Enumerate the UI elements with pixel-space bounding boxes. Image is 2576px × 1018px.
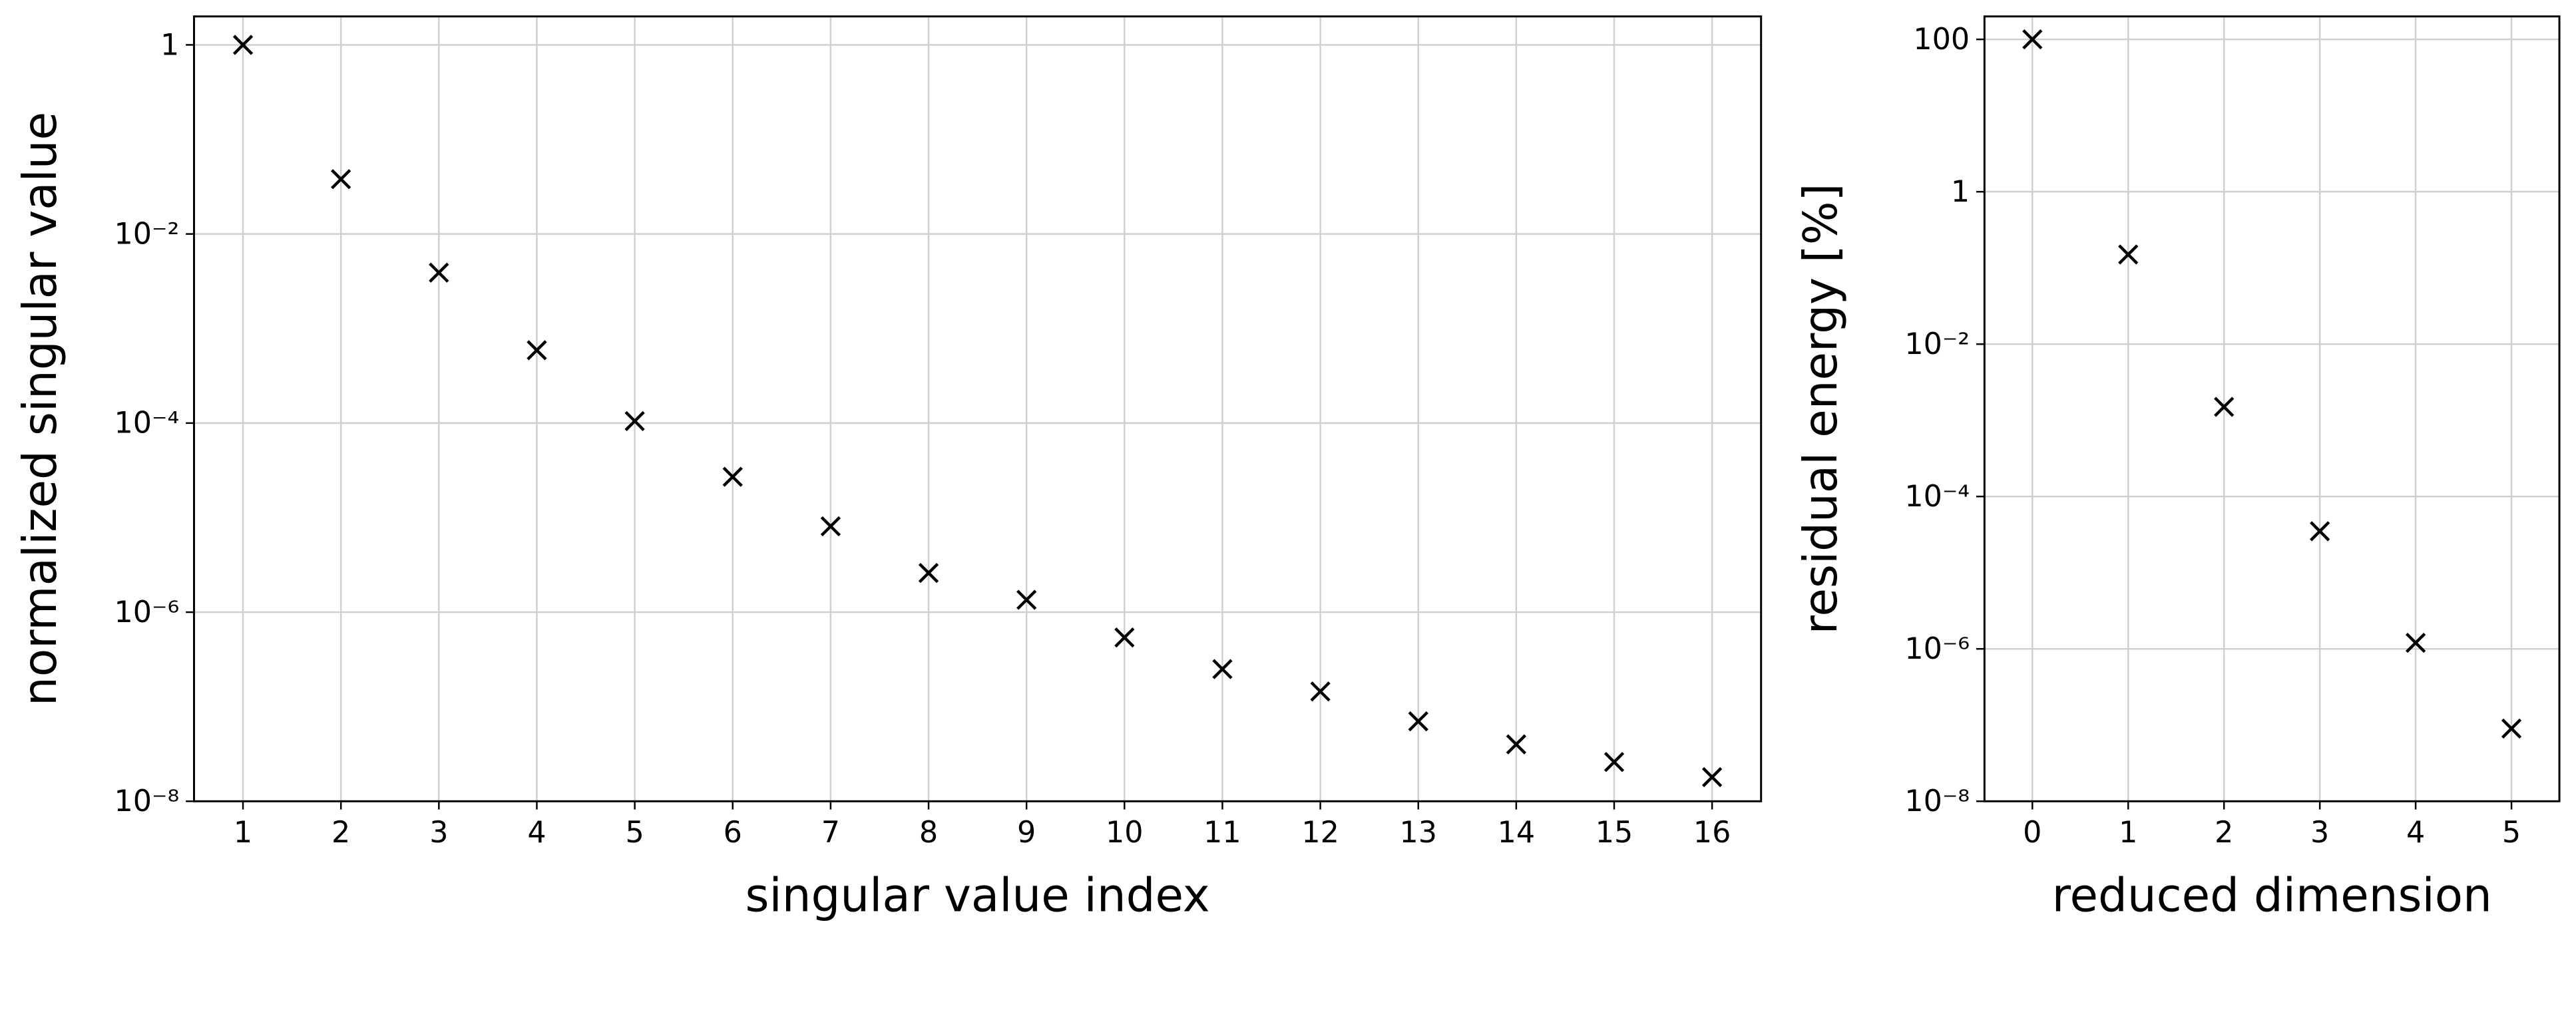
y-tick-label: 10⁻⁶ bbox=[1904, 632, 1970, 666]
marker bbox=[527, 340, 547, 361]
x-tick-label: 10 bbox=[1106, 816, 1144, 850]
y-tick-label: 1 bbox=[160, 28, 179, 62]
marker bbox=[232, 35, 254, 55]
x-tick-label: 4 bbox=[2406, 816, 2425, 850]
x-tick-label: 5 bbox=[625, 816, 644, 850]
x-axis-label: reduced dimension bbox=[2052, 870, 2492, 923]
x-tick-label: 6 bbox=[724, 816, 742, 850]
marker bbox=[2214, 397, 2235, 417]
x-tick-label: 15 bbox=[1596, 816, 1633, 850]
marker bbox=[1408, 711, 1428, 732]
marker bbox=[918, 562, 939, 584]
plot-frame bbox=[1983, 15, 2561, 802]
x-tick-label: 5 bbox=[2502, 816, 2521, 850]
x-tick-label: 14 bbox=[1498, 816, 1536, 850]
marker bbox=[429, 262, 449, 283]
plot-frame bbox=[193, 15, 1763, 802]
x-tick-label: 2 bbox=[331, 816, 350, 850]
x-tick-label: 1 bbox=[2119, 816, 2137, 850]
y-tick-label: 10⁻⁶ bbox=[114, 595, 180, 629]
x-tick-label: 7 bbox=[821, 816, 840, 850]
x-tick-label: 0 bbox=[2023, 816, 2041, 850]
marker bbox=[820, 516, 841, 537]
marker bbox=[1506, 734, 1527, 755]
x-tick-label: 4 bbox=[527, 816, 546, 850]
marker bbox=[1114, 627, 1135, 648]
marker bbox=[722, 466, 743, 487]
y-tick-label: 1 bbox=[1951, 175, 1970, 209]
marker bbox=[2405, 633, 2426, 653]
x-tick-label: 11 bbox=[1203, 816, 1241, 850]
y-tick-label: 10⁻⁴ bbox=[1904, 480, 1970, 514]
marker bbox=[2118, 244, 2139, 265]
x-axis-label: singular value index bbox=[746, 870, 1210, 923]
x-tick-label: 12 bbox=[1301, 816, 1339, 850]
marker bbox=[624, 411, 645, 431]
marker bbox=[1702, 766, 1723, 788]
marker bbox=[2501, 718, 2522, 739]
y-tick-label: 10⁻⁸ bbox=[1904, 784, 1970, 818]
marker bbox=[1604, 752, 1625, 772]
y-tick-label: 10⁻² bbox=[1904, 327, 1970, 361]
x-tick-label: 8 bbox=[919, 816, 938, 850]
y-axis-label: normalized singular value bbox=[14, 112, 67, 706]
y-tick-label: 10⁻⁸ bbox=[114, 784, 180, 818]
y-tick-label: 100 bbox=[1913, 23, 1970, 57]
marker bbox=[1310, 681, 1331, 702]
marker bbox=[331, 169, 351, 190]
x-tick-label: 9 bbox=[1017, 816, 1036, 850]
marker bbox=[1016, 590, 1037, 610]
x-tick-label: 3 bbox=[429, 816, 448, 850]
x-tick-label: 1 bbox=[234, 816, 252, 850]
marker bbox=[1212, 659, 1233, 679]
marker bbox=[2310, 521, 2330, 542]
y-tick-label: 10⁻² bbox=[114, 217, 180, 251]
y-axis-label: residual energy [%] bbox=[1795, 184, 1848, 635]
x-tick-label: 3 bbox=[2310, 816, 2329, 850]
x-tick-label: 2 bbox=[2215, 816, 2233, 850]
y-tick-label: 10⁻⁴ bbox=[114, 407, 180, 440]
marker bbox=[2022, 29, 2043, 50]
x-tick-label: 13 bbox=[1399, 816, 1437, 850]
x-tick-label: 16 bbox=[1693, 816, 1731, 850]
